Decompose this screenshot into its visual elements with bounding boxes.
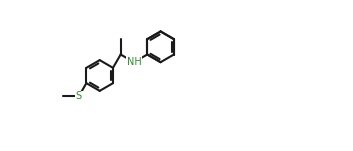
Text: S: S (76, 92, 82, 101)
Text: NH: NH (127, 57, 141, 67)
